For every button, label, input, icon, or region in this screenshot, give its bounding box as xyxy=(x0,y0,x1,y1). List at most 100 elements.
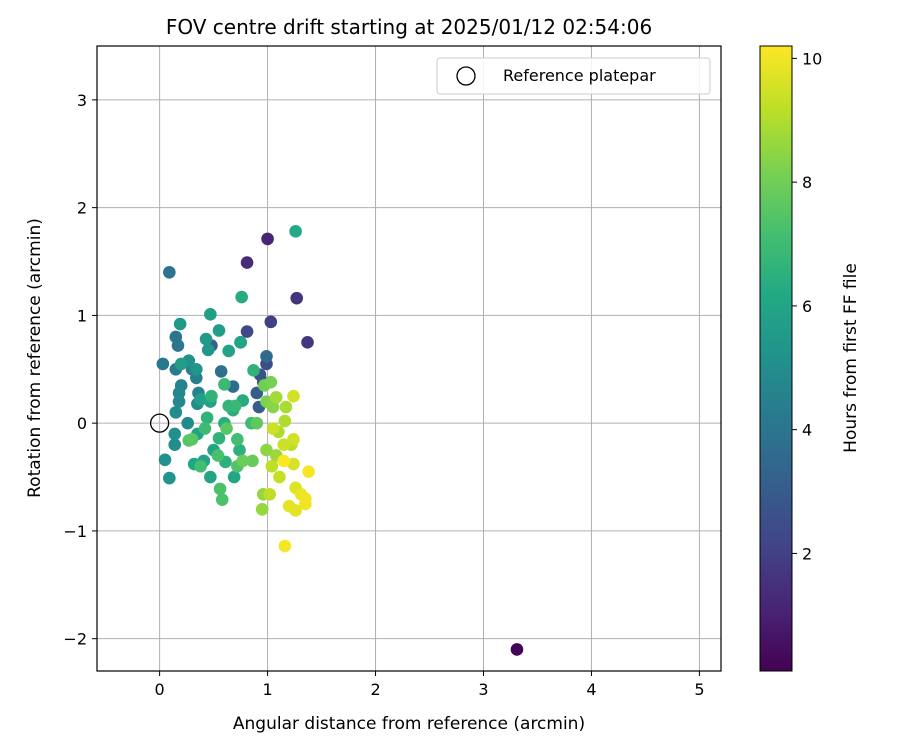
data-point xyxy=(287,433,300,446)
data-point xyxy=(302,465,315,478)
data-point xyxy=(204,470,217,484)
x-tick-label: 4 xyxy=(586,680,596,699)
data-point xyxy=(185,433,199,446)
y-tick-label: 0 xyxy=(77,414,87,433)
data-point xyxy=(255,503,269,516)
data-point xyxy=(250,416,264,430)
data-point xyxy=(266,422,280,435)
data-point xyxy=(214,365,228,378)
x-tick-label: 5 xyxy=(694,680,704,699)
data-point xyxy=(163,265,176,279)
colorbar-tick-label: 6 xyxy=(802,297,812,316)
data-point xyxy=(273,470,286,484)
data-point xyxy=(215,493,229,506)
data-point xyxy=(263,487,277,501)
x-tick-label: 0 xyxy=(155,680,165,699)
data-point xyxy=(168,438,182,452)
data-point xyxy=(266,400,280,414)
y-tick-label: 2 xyxy=(77,199,87,218)
data-point xyxy=(228,399,242,413)
colorbar-tick-label: 2 xyxy=(802,544,812,563)
legend-marker-reference xyxy=(456,66,476,86)
data-point xyxy=(220,422,233,435)
data-point xyxy=(212,431,226,445)
data-point xyxy=(194,393,207,406)
data-point xyxy=(277,454,291,468)
data-point xyxy=(234,336,247,349)
data-point xyxy=(233,443,246,457)
data-point xyxy=(260,443,273,457)
data-point xyxy=(211,449,225,462)
data-point xyxy=(236,454,250,468)
data-point xyxy=(235,290,248,304)
data-point xyxy=(269,390,283,404)
data-point xyxy=(194,459,207,473)
data-point xyxy=(190,362,203,376)
data-point xyxy=(264,315,278,329)
data-point xyxy=(289,225,302,238)
data-point xyxy=(174,357,188,371)
colorbar-ticks: 2 4 6 8 10 xyxy=(792,49,822,563)
data-point xyxy=(163,471,176,485)
y-tick-label: 1 xyxy=(77,306,87,325)
colorbar-label: Hours from first FF file xyxy=(841,263,861,453)
colorbar xyxy=(759,45,793,672)
data-point xyxy=(265,459,279,473)
data-point xyxy=(204,308,217,321)
data-point xyxy=(260,350,273,363)
data-point xyxy=(222,344,236,358)
x-tick-label: 1 xyxy=(262,680,272,699)
y-axis-label: Rotation from reference (arcmin) xyxy=(25,218,45,498)
data-point xyxy=(290,291,304,305)
data-point xyxy=(278,539,292,553)
data-point xyxy=(172,386,186,400)
colorbar-tick-label: 4 xyxy=(802,421,812,440)
data-point xyxy=(181,416,194,430)
data-point xyxy=(201,343,215,357)
data-point xyxy=(168,427,182,441)
data-point xyxy=(277,438,291,452)
data-point xyxy=(231,433,244,446)
data-point xyxy=(205,389,218,403)
data-point xyxy=(213,482,227,496)
data-point xyxy=(240,325,254,338)
data-point xyxy=(287,389,300,403)
chart-title: FOV centre drift starting at 2025/01/12 … xyxy=(166,15,652,39)
data-point xyxy=(199,332,213,346)
data-point xyxy=(218,378,231,391)
x-tick-label: 3 xyxy=(478,680,488,699)
data-point xyxy=(169,406,183,419)
y-ticks: −2 −1 0 1 2 3 xyxy=(63,91,97,649)
data-point xyxy=(299,497,312,511)
y-tick-label: −1 xyxy=(63,522,87,541)
x-ticks: 0 1 2 3 4 5 xyxy=(155,671,705,699)
y-tick-label: −2 xyxy=(63,630,87,649)
data-point xyxy=(240,256,254,269)
reference-layer xyxy=(149,413,170,433)
data-point xyxy=(172,395,186,408)
data-point xyxy=(510,643,524,656)
reference-platepar-marker xyxy=(149,413,170,433)
data-points xyxy=(156,225,524,656)
legend: Reference platepar xyxy=(436,57,711,95)
data-point xyxy=(198,422,212,435)
data-point xyxy=(158,453,172,467)
data-point xyxy=(278,414,292,428)
data-point xyxy=(200,411,214,425)
data-point xyxy=(212,324,226,337)
data-point xyxy=(301,336,314,349)
data-point xyxy=(264,375,278,389)
data-point xyxy=(282,499,296,513)
data-point xyxy=(261,232,274,246)
y-tick-label: 3 xyxy=(77,91,87,110)
data-point xyxy=(227,470,241,484)
data-point xyxy=(156,357,170,371)
data-point xyxy=(173,317,187,331)
data-point xyxy=(287,457,300,471)
legend-box xyxy=(436,57,711,95)
colorbar-tick-label: 8 xyxy=(802,173,812,192)
colorbar-tick-label: 10 xyxy=(802,49,822,68)
